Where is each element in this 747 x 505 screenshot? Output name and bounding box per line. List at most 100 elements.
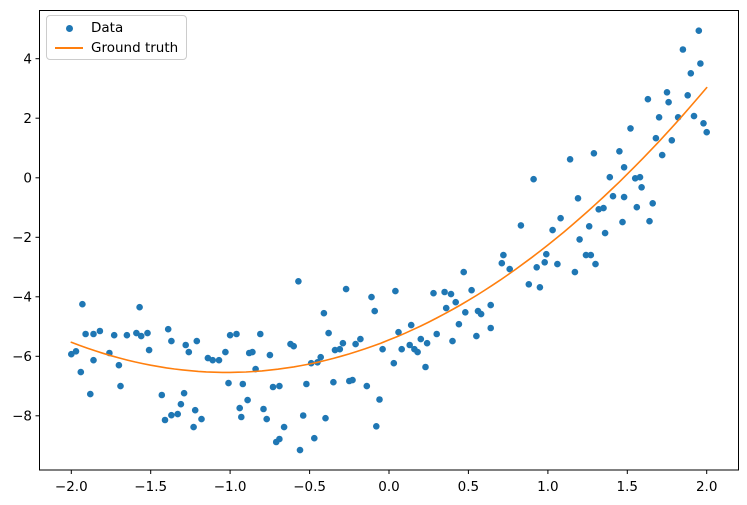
- legend: Data Ground truth: [46, 15, 187, 60]
- data-point: [311, 434, 318, 442]
- data-point: [373, 423, 380, 430]
- data-point: [342, 285, 350, 293]
- data-point: [576, 236, 583, 243]
- data-point: [144, 329, 151, 337]
- data-point: [198, 415, 205, 423]
- data-point: [414, 348, 421, 356]
- ground-truth-curve: [70, 86, 708, 374]
- data-point: [276, 382, 283, 390]
- data-point: [525, 281, 533, 288]
- data-point: [506, 265, 513, 273]
- data-point: [690, 112, 698, 120]
- data-point: [90, 330, 97, 338]
- data-point: [665, 98, 672, 106]
- data-point: [145, 346, 153, 354]
- data-point: [530, 175, 537, 183]
- data-point: [684, 92, 691, 99]
- data-point: [442, 304, 450, 312]
- data-point: [449, 337, 456, 345]
- data-point: [658, 151, 666, 159]
- data-point: [123, 331, 131, 339]
- data-point: [87, 390, 94, 398]
- data-point: [517, 222, 525, 229]
- data-point: [236, 404, 243, 412]
- data-point: [543, 250, 550, 258]
- data-point: [646, 217, 653, 225]
- data-point: [700, 120, 707, 127]
- data-point: [697, 60, 704, 67]
- data-point: [238, 413, 245, 421]
- data-point: [441, 288, 448, 296]
- legend-item-ground-truth: Ground truth: [47, 38, 186, 58]
- data-point: [363, 382, 371, 390]
- data-point: [500, 251, 507, 259]
- data-point: [225, 379, 232, 387]
- data-point: [349, 376, 356, 384]
- data-point: [566, 156, 574, 163]
- data-point: [168, 337, 175, 345]
- data-point: [133, 329, 140, 337]
- data-point: [336, 345, 344, 353]
- scatter-dot-icon: [65, 24, 73, 32]
- legend-marker-cell: [47, 24, 91, 32]
- data-point: [269, 383, 277, 391]
- data-point: [422, 363, 429, 371]
- y-tick-label: −4: [12, 290, 32, 306]
- data-point: [549, 226, 556, 234]
- data-point: [193, 337, 201, 345]
- data-point: [417, 335, 425, 343]
- data-point: [619, 218, 626, 226]
- data-point: [557, 214, 564, 222]
- legend-label-ground-truth: Ground truth: [91, 40, 179, 56]
- data-point: [390, 359, 398, 367]
- data-point: [376, 396, 383, 403]
- data-point: [487, 301, 495, 309]
- data-point: [590, 150, 598, 157]
- data-point: [487, 324, 495, 332]
- data-point: [679, 46, 687, 53]
- data-point: [263, 415, 271, 423]
- x-tick-label: 2.0: [696, 479, 717, 495]
- data-point: [423, 339, 431, 347]
- y-tick-label: 2: [23, 111, 32, 127]
- data-point: [115, 361, 123, 369]
- data-point: [185, 348, 193, 356]
- legend-marker-cell: [47, 47, 91, 49]
- legend-item-data: Data: [47, 18, 186, 38]
- data-point: [180, 389, 188, 397]
- data-point: [191, 406, 199, 414]
- x-tick-label: −1.5: [134, 479, 167, 495]
- data-point: [222, 348, 229, 356]
- data-point: [477, 310, 485, 318]
- data-point: [233, 330, 240, 338]
- data-point: [295, 278, 302, 285]
- data-point: [695, 27, 703, 34]
- data-point: [462, 309, 469, 316]
- data-point: [249, 348, 256, 356]
- x-tick-label: −2.0: [55, 479, 88, 495]
- data-point: [433, 330, 441, 338]
- data-point: [90, 356, 97, 364]
- data-point: [447, 290, 455, 298]
- data-point: [455, 320, 463, 328]
- data-point: [164, 325, 172, 333]
- data-point: [541, 259, 548, 266]
- data-point: [620, 164, 628, 171]
- data-point: [330, 378, 337, 386]
- data-point: [627, 125, 634, 132]
- line-sample-icon: [55, 47, 83, 49]
- data-point: [357, 335, 364, 343]
- data-point: [276, 435, 283, 443]
- data-point: [636, 173, 644, 181]
- data-point: [96, 327, 104, 335]
- data-point: [158, 391, 166, 399]
- data-point: [177, 400, 185, 408]
- data-point: [536, 284, 544, 291]
- data-point: [571, 268, 579, 276]
- data-point: [215, 356, 223, 364]
- data-point: [392, 287, 399, 295]
- data-point: [161, 416, 169, 424]
- data-point: [652, 134, 660, 142]
- data-point: [601, 229, 609, 237]
